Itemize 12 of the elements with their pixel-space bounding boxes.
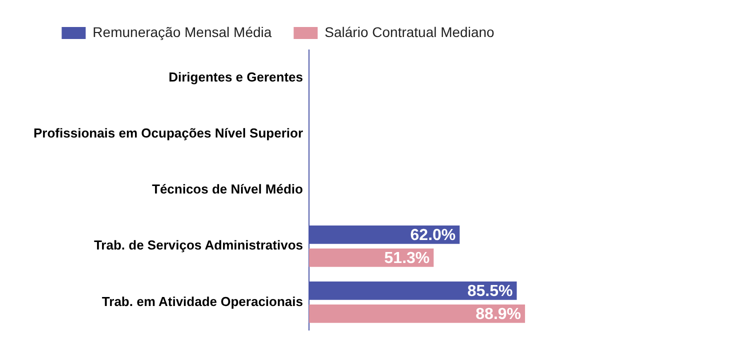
data-label: 51.3% xyxy=(384,250,430,268)
y-tick-label: Profissionais em Ocupações Nível Superior xyxy=(34,126,303,141)
data-label: 88.9% xyxy=(476,306,522,324)
y-tick-label: Trab. em Atividade Operacionais xyxy=(102,294,303,309)
y-tick-label: Trab. de Serviços Administrativos xyxy=(94,238,303,253)
data-label: 62.0% xyxy=(410,227,456,244)
legend-label: Remuneração Mensal Média xyxy=(92,24,272,40)
y-tick-label: Técnicos de Nível Médio xyxy=(152,182,304,197)
y-tick-label: Dirigentes e Gerentes xyxy=(168,70,303,85)
legend-label: Salário Contratual Mediano xyxy=(324,24,495,40)
bar xyxy=(309,304,526,323)
data-label: 85.5% xyxy=(467,283,513,300)
